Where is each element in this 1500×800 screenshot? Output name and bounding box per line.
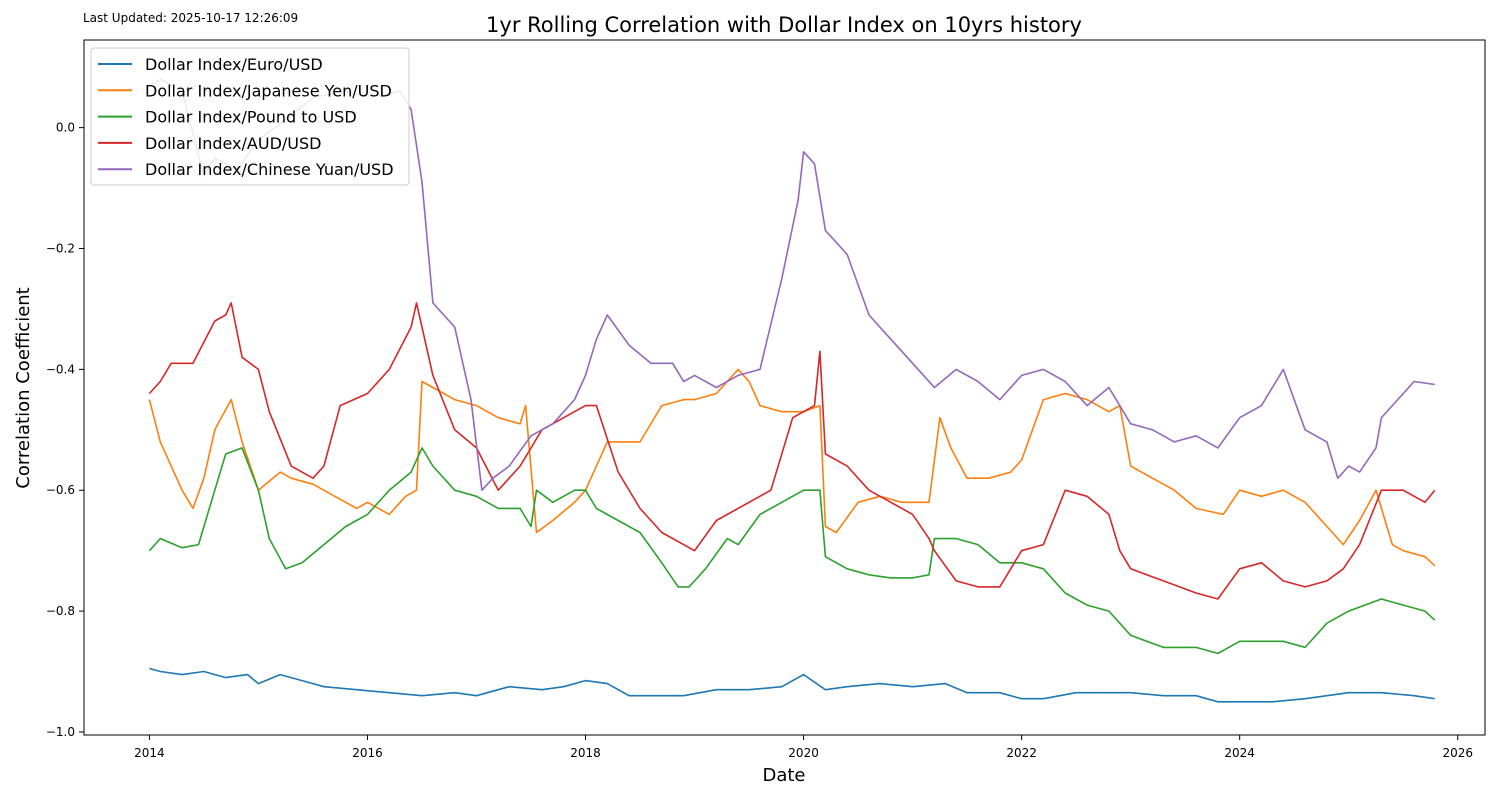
series-line-4 [148,302,1436,600]
legend-label: Dollar Index/Japanese Yen/USD [145,81,392,100]
x-tick-label: 2016 [352,746,383,760]
series-line-3 [148,447,1436,655]
legend: Dollar Index/Euro/USD Dollar Index/Japane… [90,47,410,186]
last-updated-label: Last Updated: 2025-10-17 12:26:09 [83,11,299,25]
y-tick-label: −1.0 [46,725,75,739]
series-line-2 [148,368,1436,567]
chart-title: 1yr Rolling Correlation with Dollar Inde… [486,13,1082,37]
legend-box [90,47,410,186]
plot-frame [83,39,1486,736]
x-tick-label: 2014 [134,746,165,760]
y-tick-label: −0.2 [46,242,75,256]
x-tick-label: 2018 [570,746,601,760]
x-axis-label: Date [762,765,805,786]
x-tick-label: 2026 [1442,746,1473,760]
y-axis-ticks: −1.0 −0.8 −0.6 −0.4 −0.2 0.0 [46,121,84,739]
legend-label: Dollar Index/Chinese Yuan/USD [145,160,394,179]
x-tick-label: 2022 [1006,746,1037,760]
x-axis-ticks: 2014 2016 2018 2020 2022 2024 2026 [134,735,1473,760]
series-line-1 [149,667,1435,703]
legend-label: Dollar Index/Pound to USD [145,108,357,127]
legend-label: Dollar Index/AUD/USD [145,134,321,153]
y-tick-label: −0.8 [46,604,75,618]
y-tick-label: 0.0 [56,121,75,135]
y-tick-label: −0.6 [46,483,75,497]
y-tick-label: −0.4 [46,362,75,376]
x-tick-label: 2020 [788,746,819,760]
y-axis-label: Correlation Coefficient [13,287,34,488]
x-tick-label: 2024 [1224,746,1255,760]
legend-label: Dollar Index/Euro/USD [145,55,323,74]
